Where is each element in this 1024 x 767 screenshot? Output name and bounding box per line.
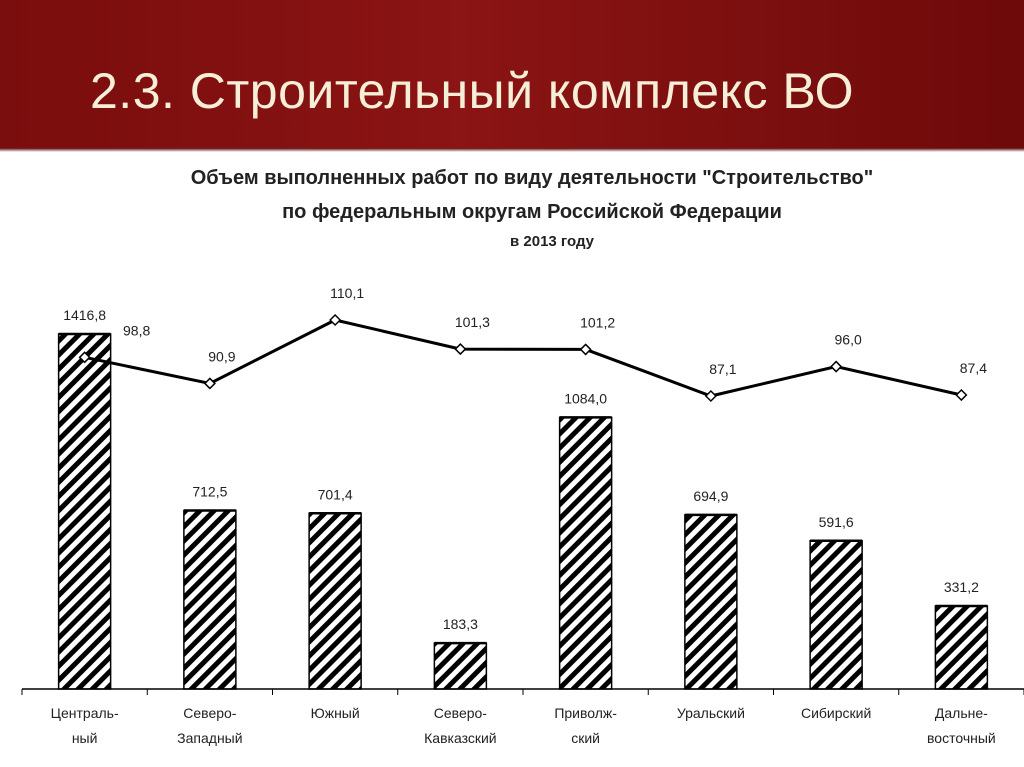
line-marker [830, 360, 843, 373]
bar-value-label: 1084,0 [564, 390, 607, 406]
category-label: Северо- [434, 705, 488, 721]
bar-value-label: 712,5 [192, 483, 227, 499]
bar [183, 509, 237, 690]
category-label: Сибирский [801, 705, 871, 721]
bar-value-label: 591,6 [819, 514, 854, 530]
category-label: Уральский [677, 705, 745, 721]
category-label: Централь- [51, 705, 119, 721]
line-marker [579, 343, 592, 356]
line-value-label: 96,0 [835, 332, 862, 348]
slide-title: 2.3. Строительный комплекс ВО [90, 63, 855, 119]
category-label: ский [571, 730, 600, 746]
line-value-label: 101,2 [580, 314, 615, 330]
category-label: Южный [311, 705, 360, 721]
line-marker [329, 313, 342, 327]
line-value-label: 110,1 [330, 285, 364, 301]
line-marker [203, 377, 216, 390]
line-marker [704, 389, 717, 403]
line-value-label: 87,1 [709, 361, 736, 377]
line-marker [78, 351, 91, 364]
bar-value-label: 331,2 [944, 579, 979, 595]
category-label: ный [72, 730, 98, 746]
category-label: Кавказский [424, 730, 496, 746]
category-label: Приволж- [554, 705, 617, 721]
bar [934, 605, 989, 690]
chart-title: Объем выполненных работ по виду деятельн… [190, 167, 874, 189]
bar-value-label: 1416,8 [63, 307, 106, 323]
bar [433, 642, 488, 690]
category-label: Северо- [183, 705, 237, 721]
bar-value-label: 183,3 [443, 616, 478, 632]
bar [57, 333, 112, 690]
line-value-label: 87,4 [960, 360, 987, 376]
header-divider [0, 148, 1024, 152]
category-label: Западный [177, 730, 242, 746]
bar [809, 540, 863, 690]
line-marker [454, 343, 467, 356]
line-value-label: 98,8 [123, 322, 150, 338]
bar-value-label: 701,4 [318, 486, 353, 502]
line-value-label: 101,3 [455, 314, 490, 330]
bar [308, 512, 362, 690]
chart-subtitle: по федеральным округам Российской Федера… [282, 201, 782, 223]
chart-year-subtitle: в 2013 году [510, 233, 594, 250]
line-value-label: 90,9 [208, 348, 235, 364]
category-label: восточный [927, 730, 996, 746]
bar-value-label: 694,9 [693, 488, 728, 504]
growth-line [84, 318, 962, 398]
line-marker [955, 388, 968, 402]
bar [558, 416, 613, 690]
bar [684, 514, 738, 690]
header-bar [0, 0, 1024, 150]
category-label: Дальне- [935, 705, 988, 721]
